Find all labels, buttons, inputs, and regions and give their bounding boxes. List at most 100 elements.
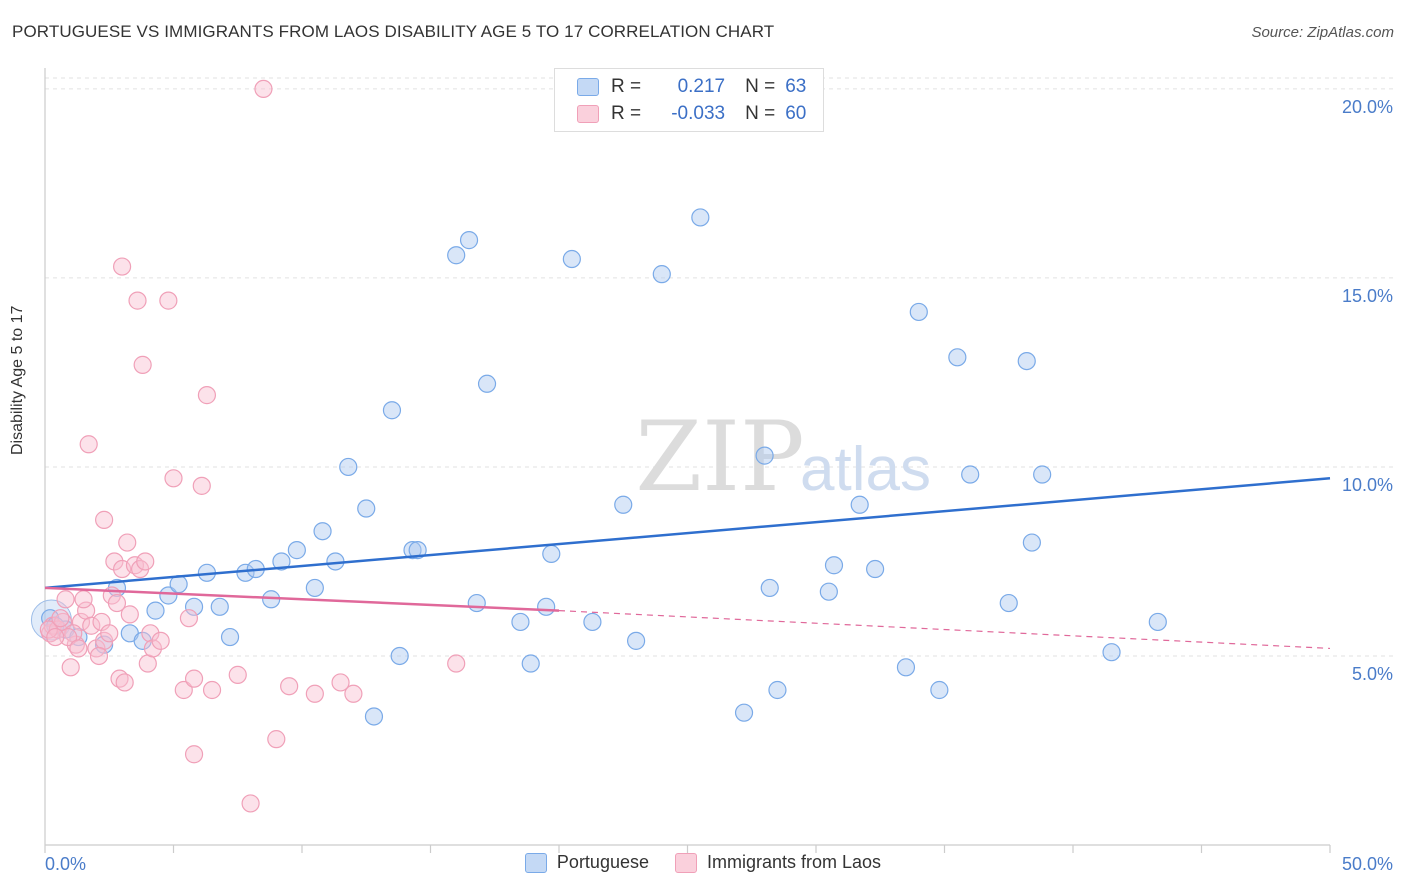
- point-laos: [184, 669, 204, 688]
- n-value-portuguese: 63: [785, 76, 807, 97]
- point-portuguese: [477, 374, 497, 393]
- point-portuguese: [184, 597, 204, 616]
- legend-item-portuguese: Portuguese: [524, 852, 649, 873]
- blue-swatch-icon: [577, 78, 599, 96]
- point-portuguese: [521, 654, 540, 673]
- point-portuguese: [408, 541, 427, 560]
- watermark-zip: ZIP: [635, 401, 804, 513]
- point-portuguese: [133, 631, 152, 650]
- point-laos: [128, 291, 147, 310]
- y-tick-label: 20.0%: [1342, 97, 1393, 117]
- n-value-laos: 60: [785, 103, 807, 124]
- point-portuguese: [1148, 612, 1167, 632]
- x-tick-label-max: 50.0%: [1342, 854, 1393, 874]
- trend-line-laos: [44, 586, 560, 612]
- point-laos: [141, 624, 160, 643]
- point-laos: [192, 476, 211, 495]
- point-laos: [280, 677, 299, 696]
- n-label: N =: [745, 76, 776, 97]
- data-points: [30, 79, 1167, 813]
- point-portuguese: [511, 612, 530, 632]
- point-portuguese: [760, 578, 779, 598]
- point-portuguese: [159, 586, 178, 605]
- point-portuguese: [691, 208, 710, 227]
- point-portuguese: [866, 559, 885, 579]
- point-laos: [143, 639, 163, 658]
- point-portuguese: [819, 582, 838, 601]
- point-laos: [39, 620, 58, 639]
- tick-labels: 5.0% 10.0% 15.0% 20.0% 0.0% 50.0%: [45, 97, 1393, 874]
- point-portuguese: [999, 593, 1018, 613]
- legend-label-portuguese: Portuguese: [556, 852, 649, 872]
- point-laos: [159, 291, 178, 310]
- point-laos: [74, 590, 93, 609]
- point-portuguese: [626, 631, 646, 650]
- axes: [44, 68, 1331, 853]
- point-portuguese: [459, 231, 479, 250]
- point-portuguese: [447, 246, 466, 265]
- point-laos: [254, 79, 273, 99]
- legend-row-portuguese: R = 0.217 N = 63: [577, 75, 806, 99]
- point-portuguese: [583, 612, 602, 632]
- point-laos: [51, 609, 70, 628]
- point-laos: [69, 639, 88, 658]
- point-portuguese: [909, 302, 928, 322]
- point-laos: [228, 665, 247, 684]
- point-portuguese: [357, 499, 376, 518]
- correlation-legend: R = 0.217 N = 63 R = -0.033 N = 60: [554, 68, 824, 132]
- trend-line-portuguese: [44, 477, 1331, 590]
- pink-swatch-icon: [577, 105, 599, 123]
- point-laos: [184, 745, 204, 764]
- point-laos: [56, 590, 75, 609]
- point-laos: [120, 605, 139, 624]
- point-laos: [136, 552, 155, 571]
- point-laos: [138, 654, 157, 673]
- n-label: N =: [745, 103, 776, 124]
- point-portuguese: [339, 457, 358, 477]
- point-portuguese: [768, 680, 787, 700]
- point-laos: [107, 593, 127, 613]
- pink-swatch-icon: [675, 852, 697, 873]
- point-laos: [46, 627, 65, 647]
- legend-item-laos: Immigrants from Laos: [675, 852, 881, 873]
- point-portuguese: [930, 680, 949, 700]
- point-portuguese: [467, 593, 486, 613]
- point-portuguese: [390, 646, 409, 666]
- chart-title: PORTUGUESE VS IMMIGRANTS FROM LAOS DISAB…: [12, 22, 775, 41]
- point-laos: [89, 646, 109, 666]
- point-laos: [115, 673, 134, 692]
- point-portuguese: [272, 552, 291, 571]
- point-portuguese: [896, 658, 916, 677]
- point-portuguese: [824, 556, 844, 575]
- point-laos: [197, 386, 217, 405]
- legend-label-laos: Immigrants from Laos: [707, 852, 882, 872]
- point-portuguese: [755, 446, 774, 465]
- point-portuguese: [403, 541, 422, 560]
- point-portuguese: [313, 522, 332, 541]
- point-laos: [59, 627, 78, 647]
- point-laos: [447, 654, 466, 673]
- point-portuguese: [537, 597, 556, 616]
- point-laos: [344, 684, 363, 703]
- point-laos: [95, 510, 114, 529]
- point-laos: [202, 680, 222, 700]
- point-laos: [61, 658, 80, 677]
- blue-swatch-icon: [524, 852, 547, 873]
- point-laos: [151, 631, 170, 650]
- point-portuguese: [382, 401, 402, 420]
- point-laos: [112, 257, 132, 276]
- legend-row-laos: R = -0.033 N = 60: [577, 102, 806, 126]
- r-value-portuguese: 0.217: [677, 76, 726, 97]
- point-laos: [267, 730, 286, 749]
- point-portuguese: [146, 601, 165, 620]
- point-laos: [174, 680, 193, 700]
- point-portuguese: [961, 465, 980, 484]
- point-portuguese: [1022, 533, 1041, 552]
- point-portuguese: [562, 249, 581, 269]
- point-portuguese: [734, 703, 754, 722]
- source-label: Source: ZipAtlas.com: [1251, 24, 1394, 41]
- point-laos: [133, 355, 152, 374]
- point-laos: [79, 435, 98, 454]
- point-portuguese: [948, 348, 967, 367]
